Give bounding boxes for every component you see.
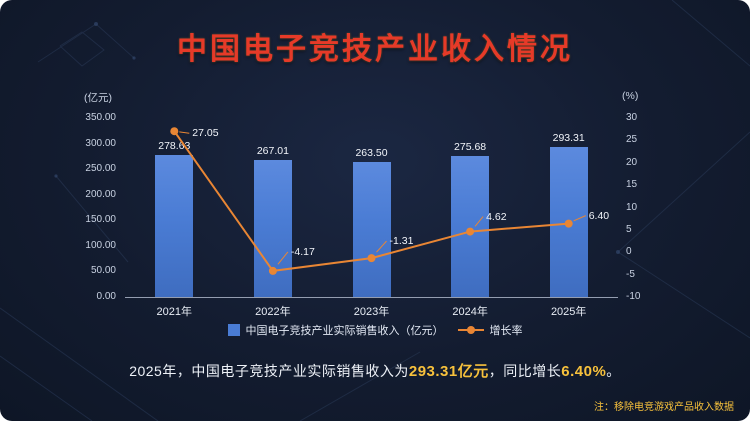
right-axis-tick-label: 10 [626,201,638,213]
line-value-label: -4.17 [290,245,315,258]
bar-value-label: 278.63 [158,139,191,152]
right-axis-tick-label: 25 [626,134,638,146]
left-axis-tick-label: 250.00 [85,163,116,175]
bar-value-label: 275.68 [454,141,487,153]
x-axis-category-label: 2023年 [353,306,390,318]
left-axis-tick-label: 0.00 [96,291,116,302]
summary-prefix: 2025年，中国电子竞技产业实际销售收入为 [129,363,409,379]
bar [253,160,292,297]
line-value-label: 27.05 [192,127,219,140]
right-axis-tick-label: 15 [626,179,638,191]
line-value-label: -1.31 [389,235,414,248]
left-axis-unit-label: (亿元) [84,92,112,104]
bar-value-label: 293.31 [552,131,585,144]
legend-label-revenue: 中国电子竞技产业实际销售收入（亿元） [245,325,444,337]
right-axis-tick-label: -10 [626,291,641,302]
footnote: 注：移除电竞游戏产品收入数据 [594,402,734,413]
right-axis-tick-label: -5 [626,268,635,280]
summary-revenue-value: 293.31亿元 [408,363,489,380]
legend-label-growth: 增长率 [489,325,523,337]
bar [549,146,588,297]
x-axis-category-label: 2021年 [156,306,193,318]
x-axis-category-label: 2024年 [452,306,488,318]
label-leader-line [179,131,190,134]
right-axis-tick-label: 20 [626,156,638,168]
left-axis-tick-label: 200.00 [85,188,116,200]
right-axis-tick-label: 30 [626,112,638,123]
bar [352,162,391,297]
x-axis-category-label: 2022年 [255,306,291,318]
right-axis-tick-label: 0 [626,246,632,258]
bar [451,156,490,297]
left-axis-tick-label: 150.00 [85,214,116,226]
summary-suffix: 。 [606,363,621,379]
summary-growth-value: 6.40% [561,363,607,380]
x-axis-category-label: 2025年 [550,306,587,318]
chart-legend: 中国电子竞技产业实际销售收入（亿元） 增长率 [0,322,750,338]
line-series-marker [466,326,475,334]
left-axis-tick-label: 350.00 [85,112,116,123]
legend-item-growth: 增长率 [457,322,523,338]
left-axis-tick-label: 50.00 [90,265,116,277]
bar-value-label: 263.50 [355,147,388,160]
right-axis-unit-label: (%) [622,90,639,102]
line-value-label: 4.62 [486,210,507,223]
left-axis-tick-label: 300.00 [85,137,116,149]
summary-middle: ，同比增长 [488,363,562,379]
growth-line-point [170,127,179,136]
page-title: 中国电子竞技产业收入情况 [177,33,573,66]
x-axis-line [125,297,618,298]
bar-series-swatch [227,324,240,336]
line-series-swatch [457,326,484,334]
summary-text: 2025年，中国电子竞技产业实际销售收入为293.31亿元，同比增长6.40%。 [0,360,750,381]
right-axis-tick-label: 5 [626,223,632,235]
bar [155,154,194,297]
line-value-label: 6.40 [588,209,610,222]
bar-value-label: 267.01 [256,145,289,158]
left-axis-tick-label: 100.00 [85,239,116,251]
legend-item-revenue: 中国电子竞技产业实际销售收入（亿元） [227,322,444,338]
